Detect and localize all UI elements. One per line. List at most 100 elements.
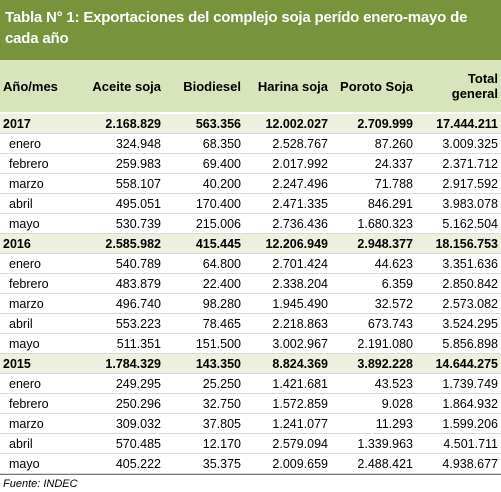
cell: 2.736.436 <box>244 213 331 234</box>
year-total: 143.350 <box>164 353 244 374</box>
cell: 1.864.932 <box>416 393 501 414</box>
month-label: mayo <box>0 453 74 474</box>
month-label: mayo <box>0 333 74 354</box>
year-total: 2.168.829 <box>74 112 164 134</box>
cell: 2.218.863 <box>244 313 331 334</box>
cell: 250.296 <box>74 393 164 414</box>
year-label: 2017 <box>0 112 74 134</box>
cell: 1.241.077 <box>244 413 331 434</box>
cell: 496.740 <box>74 293 164 314</box>
table: Año/mes Aceite soja Biodiesel Harina soja Po… <box>0 60 501 474</box>
cell: 71.788 <box>331 173 416 194</box>
month-row: marzo 309.032 37.805 1.241.077 11.293 1.599.2… <box>0 413 501 434</box>
cell: 78.465 <box>164 313 244 334</box>
month-row: mayo 530.739 215.006 2.736.436 1.680.323 5.16… <box>0 213 501 234</box>
cell: 530.739 <box>74 213 164 234</box>
title: Tabla N° 1: Exportaciones del complejo s… <box>0 0 501 60</box>
cell: 483.879 <box>74 273 164 294</box>
year-row: 2017 2.168.829 563.356 12.002.027 2.709.999 1… <box>0 112 501 134</box>
cell: 1.421.681 <box>244 373 331 394</box>
cell: 68.350 <box>164 133 244 154</box>
cell: 170.400 <box>164 193 244 214</box>
cell: 1.572.859 <box>244 393 331 414</box>
cell: 2.017.992 <box>244 153 331 174</box>
month-label: febrero <box>0 393 74 414</box>
cell: 2.371.712 <box>416 153 501 174</box>
cell: 43.523 <box>331 373 416 394</box>
column-header: Aceite soja <box>74 60 164 114</box>
cell: 32.572 <box>331 293 416 314</box>
year-total: 18.156.753 <box>416 233 501 254</box>
column-header: Poroto Soja <box>331 60 416 114</box>
cell: 405.222 <box>74 453 164 474</box>
cell: 87.260 <box>331 133 416 154</box>
cell: 553.223 <box>74 313 164 334</box>
cell: 309.032 <box>74 413 164 434</box>
year-total: 3.892.228 <box>331 353 416 374</box>
year-total: 1.784.329 <box>74 353 164 374</box>
cell: 35.375 <box>164 453 244 474</box>
cell: 324.948 <box>74 133 164 154</box>
year-row: 2016 2.585.982 415.445 12.206.949 2.948.377 1… <box>0 233 501 254</box>
cell: 9.028 <box>331 393 416 414</box>
month-row: enero 540.789 64.800 2.701.424 44.623 3.351.6… <box>0 253 501 274</box>
month-row: febrero 483.879 22.400 2.338.204 6.359 2.850.… <box>0 273 501 294</box>
month-label: marzo <box>0 293 74 314</box>
cell: 64.800 <box>164 253 244 274</box>
cell: 37.805 <box>164 413 244 434</box>
column-header: Biodiesel <box>164 60 244 114</box>
year-total: 2.948.377 <box>331 233 416 254</box>
year-total: 2.709.999 <box>331 112 416 134</box>
month-label: febrero <box>0 273 74 294</box>
cell: 6.359 <box>331 273 416 294</box>
cell: 2.488.421 <box>331 453 416 474</box>
month-row: enero 249.295 25.250 1.421.681 43.523 1.739.7… <box>0 373 501 394</box>
year-total: 415.445 <box>164 233 244 254</box>
cell: 2.191.080 <box>331 333 416 354</box>
cell: 2.471.335 <box>244 193 331 214</box>
cell: 2.247.496 <box>244 173 331 194</box>
month-label: enero <box>0 133 74 154</box>
cell: 3.351.636 <box>416 253 501 274</box>
month-row: abril 495.051 170.400 2.471.335 846.291 3.983… <box>0 193 501 214</box>
month-label: enero <box>0 373 74 394</box>
month-label: mayo <box>0 213 74 234</box>
year-row: 2015 1.784.329 143.350 8.824.369 3.892.228 14… <box>0 353 501 374</box>
cell: 540.789 <box>74 253 164 274</box>
month-row: abril 570.485 12.170 2.579.094 1.339.963 4.50… <box>0 433 501 454</box>
cell: 2.850.842 <box>416 273 501 294</box>
cell: 69.400 <box>164 153 244 174</box>
month-row: mayo 405.222 35.375 2.009.659 2.488.421 4.938… <box>0 453 501 474</box>
cell: 558.107 <box>74 173 164 194</box>
cell: 3.002.967 <box>244 333 331 354</box>
cell: 2.009.659 <box>244 453 331 474</box>
cell: 2.528.767 <box>244 133 331 154</box>
cell: 2.701.424 <box>244 253 331 274</box>
cell: 32.750 <box>164 393 244 414</box>
cell: 3.009.325 <box>416 133 501 154</box>
cell: 151.500 <box>164 333 244 354</box>
cell: 25.250 <box>164 373 244 394</box>
cell: 12.170 <box>164 433 244 454</box>
cell: 2.573.082 <box>416 293 501 314</box>
month-label: marzo <box>0 413 74 434</box>
cell: 98.280 <box>164 293 244 314</box>
cell: 249.295 <box>74 373 164 394</box>
year-total: 2.585.982 <box>74 233 164 254</box>
month-label: febrero <box>0 153 74 174</box>
cell: 1.680.323 <box>331 213 416 234</box>
month-row: abril 553.223 78.465 2.218.863 673.743 3.524.… <box>0 313 501 334</box>
cell: 2.917.592 <box>416 173 501 194</box>
month-label: abril <box>0 313 74 334</box>
column-header: Año/mes <box>0 60 74 114</box>
month-label: marzo <box>0 173 74 194</box>
cell: 2.579.094 <box>244 433 331 454</box>
month-row: marzo 558.107 40.200 2.247.496 71.788 2.917.5… <box>0 173 501 194</box>
month-row: enero 324.948 68.350 2.528.767 87.260 3.009.3… <box>0 133 501 154</box>
year-total: 12.206.949 <box>244 233 331 254</box>
year-label: 2015 <box>0 353 74 374</box>
year-total: 14.644.275 <box>416 353 501 374</box>
month-label: abril <box>0 193 74 214</box>
month-row: mayo 511.351 151.500 3.002.967 2.191.080 5.85… <box>0 333 501 354</box>
